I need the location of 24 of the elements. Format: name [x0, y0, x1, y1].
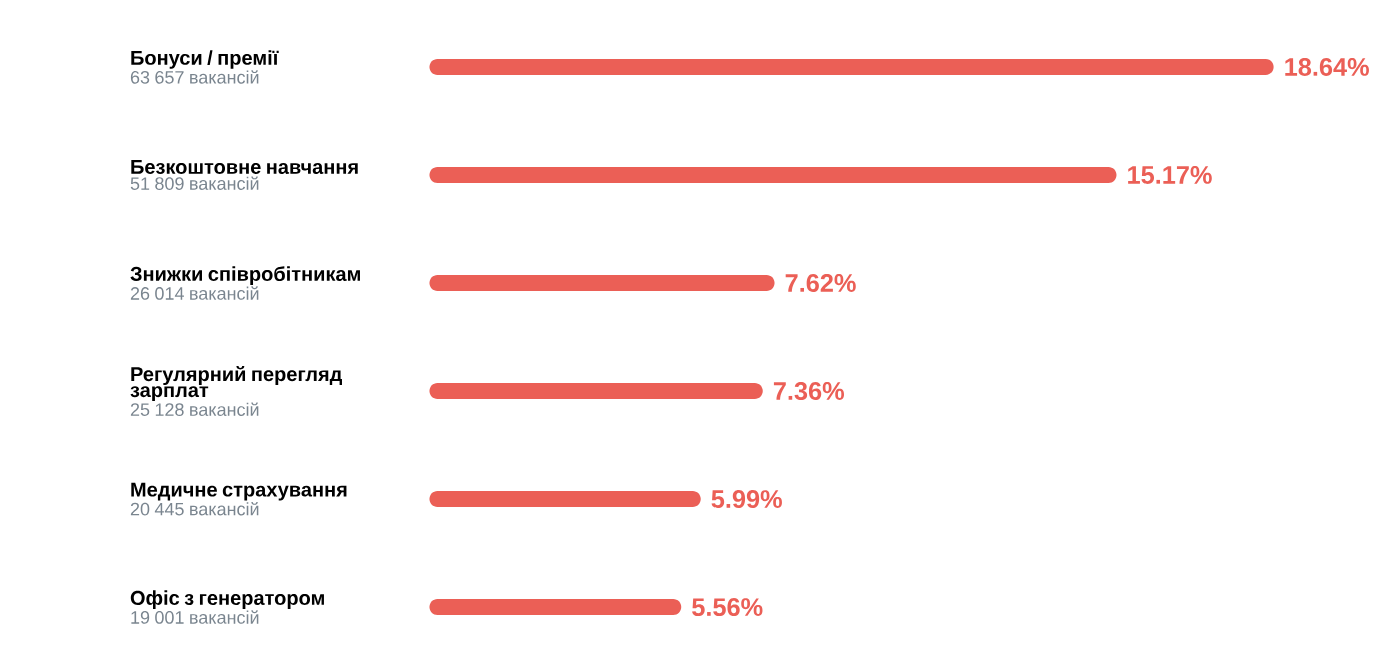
bar [429, 490, 701, 507]
data-label: 5.56% [692, 598, 763, 616]
text: 19 001 вакансій [131, 610, 259, 624]
data-label: 18.64% [1285, 57, 1369, 76]
data-label: 7.36% [773, 381, 844, 400]
text: 25 128 вакансій [130, 402, 259, 416]
bar [429, 58, 1274, 75]
text: 51 809 вакансій [130, 176, 259, 190]
y-tick-label: Офіс з генератором [130, 590, 324, 609]
y-tick-label: Регулярний перегляд зарплат [130, 366, 342, 402]
y-tick-label: Безкоштовне навчання [131, 159, 358, 174]
bar [429, 274, 775, 291]
text: 20 445 вакансій [130, 501, 259, 516]
y-tick-label: Бонуси / премії [131, 50, 279, 69]
bar [429, 382, 763, 399]
y-tick-label: Медичне страхування [131, 482, 347, 501]
data-label: 15.17% [1128, 165, 1212, 184]
data-label: 7.62% [785, 273, 856, 292]
text: 63 657 вакансій [130, 70, 259, 84]
bar [429, 166, 1117, 183]
bar [429, 599, 682, 616]
data-label: 5.99% [711, 490, 782, 508]
y-tick-label: Знижки співробітникам [130, 266, 360, 285]
text: 26 014 вакансій [130, 286, 259, 300]
